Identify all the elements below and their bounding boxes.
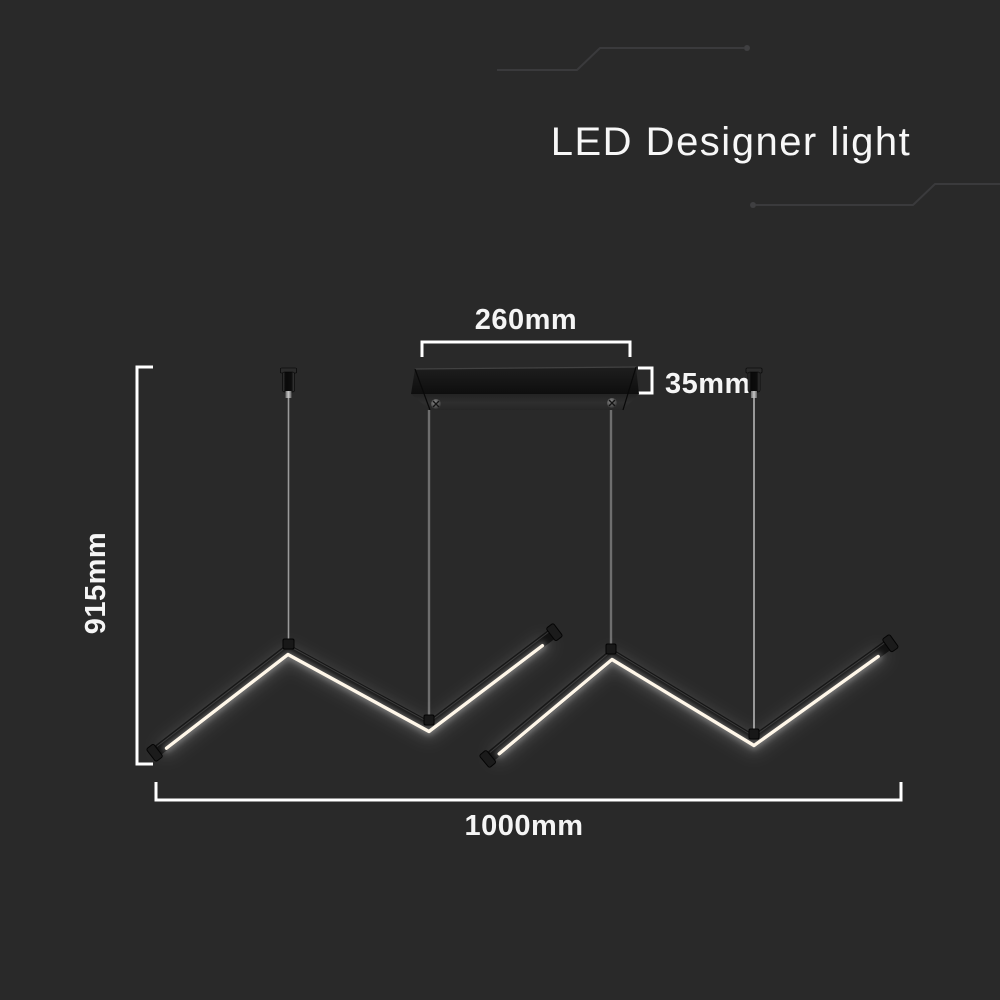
ceiling-canopy [411,366,639,411]
canopy-left-edge [414,368,431,411]
end-cap [882,634,899,653]
circuit-trace-node [750,202,756,208]
circuit-trace-node [744,45,750,51]
led-module-left [146,623,563,762]
tube-highlight [156,629,553,747]
end-cap [146,744,163,762]
circuit-trace-line [756,183,1000,206]
connector-block [282,638,295,650]
canopy-front-face [411,367,639,394]
dimension-brackets [135,340,903,802]
led-module-right [479,634,899,768]
connector-block [423,714,435,726]
circuit-trace-top-icon [497,45,750,71]
connector-block [605,643,617,655]
canopy-right-edge [622,366,637,411]
led-strip [164,644,545,750]
canopy-width-label: 260mm [475,304,577,336]
canopy-screw-left-icon [431,399,441,409]
ceiling-gripper-left [280,367,297,398]
suspension-height-label: 915mm [80,532,112,634]
ceiling-gripper-right [745,367,763,398]
canopy-top-edge [414,366,637,370]
led-strip [497,654,880,756]
suspension-height-bracket [135,365,153,766]
canopy-width-bracket [420,340,632,357]
circuit-trace-right-icon [750,183,1000,208]
fixture-width-bracket [154,782,903,802]
product-title: LED Designer light [551,120,912,164]
canopy-screw-right-icon [607,398,617,408]
tube-highlight [489,640,889,753]
connector-block [748,728,760,740]
canopy-underside [411,394,639,410]
connector-blocks [282,638,760,740]
end-cap [479,750,496,768]
end-cap [546,623,563,641]
circuit-trace-line [497,47,744,71]
canopy-height-bracket [638,366,654,395]
fixture-width-label: 1000mm [464,810,583,842]
canopy-height-label: 35mm [665,368,751,400]
